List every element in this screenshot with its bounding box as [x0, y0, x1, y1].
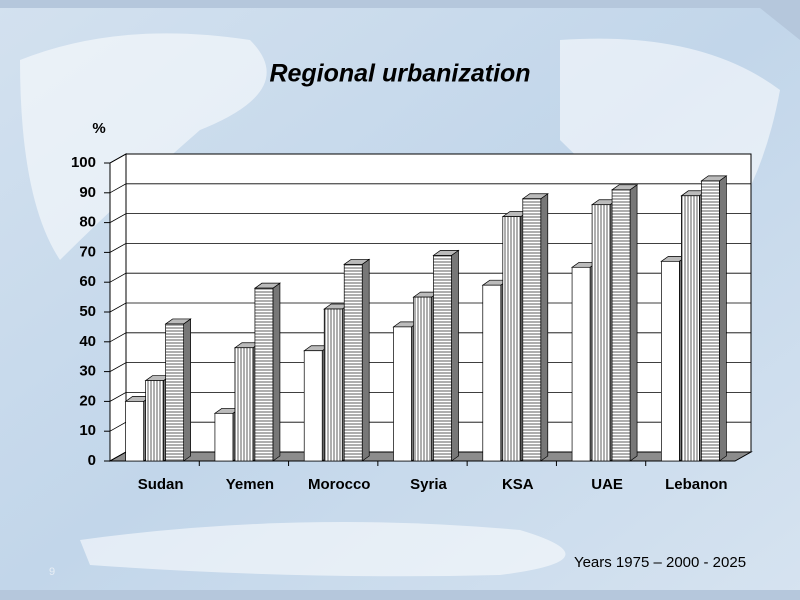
bar	[482, 284, 502, 462]
bar	[343, 263, 363, 462]
bar	[522, 198, 542, 462]
grid-line	[109, 183, 751, 194]
x-tick-label: Sudan	[138, 476, 184, 493]
bar	[234, 347, 254, 462]
y-tick-label: 70	[79, 243, 96, 260]
bar	[502, 216, 522, 462]
bar	[433, 255, 452, 462]
y-tick-label: 50	[79, 303, 96, 320]
y-tick-label: 0	[88, 452, 96, 469]
frame	[0, 590, 800, 600]
y-tick-label: 20	[79, 392, 96, 409]
y-tick-label: 60	[79, 273, 96, 290]
grid-line	[109, 153, 751, 164]
bar-side	[451, 249, 459, 462]
bar	[611, 189, 631, 462]
bar	[571, 266, 591, 462]
bar	[591, 204, 611, 462]
x-tick-label: KSA	[502, 476, 534, 493]
bar-side	[361, 258, 370, 462]
bar-side	[183, 318, 191, 462]
bar	[214, 412, 234, 462]
bar	[661, 260, 680, 462]
bar-side	[629, 184, 638, 462]
bar	[393, 326, 412, 462]
x-tick-label: Syria	[410, 476, 447, 493]
bar	[323, 308, 343, 462]
bar	[681, 195, 700, 462]
chart-title: Regional urbanization	[269, 60, 530, 88]
note: Years 1975 – 2000 - 2025	[574, 554, 746, 571]
plot: 0 10 20 30 40 50 60 70 80 90 100 Sudan Yemen Morocco S…	[71, 153, 753, 493]
y-tick-label: 100	[71, 154, 96, 171]
bar-side	[272, 282, 281, 462]
y-tick-label: 10	[79, 422, 96, 439]
bar	[303, 350, 323, 462]
x-tick-label: UAE	[591, 476, 623, 493]
frame	[0, 0, 800, 40]
y-axis-label: %	[92, 120, 105, 137]
y-tick-label: 40	[79, 333, 96, 350]
x-tick-label: Yemen	[226, 476, 274, 493]
bar	[125, 401, 144, 462]
x-tick-label: Morocco	[308, 476, 371, 493]
x-tick-label: Lebanon	[665, 476, 728, 493]
bar	[165, 323, 184, 462]
bar	[145, 380, 164, 462]
y-tick-label: 30	[79, 363, 96, 380]
y-tick-label: 90	[79, 184, 96, 201]
y-tick-label: 80	[79, 214, 96, 231]
bar	[413, 296, 432, 462]
bar-side	[719, 175, 727, 462]
slide-number: 9	[49, 566, 55, 578]
bar	[254, 287, 274, 462]
bar-side	[540, 193, 549, 462]
bar	[701, 180, 720, 462]
